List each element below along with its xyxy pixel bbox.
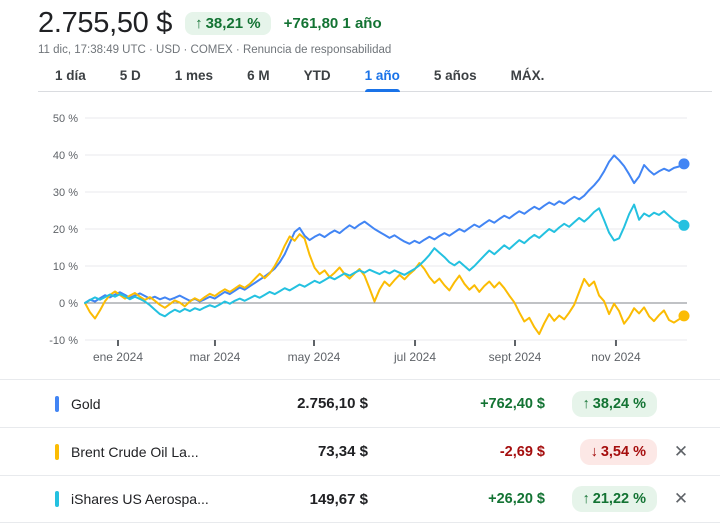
arrow-up-icon: ↑ <box>582 395 590 412</box>
svg-text:0 %: 0 % <box>59 298 78 310</box>
series-price: 2.756,10 $ <box>297 395 368 412</box>
brent-series-marker <box>55 443 59 460</box>
tab-5-years[interactable]: 5 años <box>433 68 477 83</box>
tab-1-month[interactable]: 1 mes <box>174 68 214 83</box>
ishares-series-marker <box>55 491 59 507</box>
gold-series-marker <box>55 395 59 412</box>
series-percent-badge: ↓ 3,54 % <box>579 438 657 465</box>
change-percent-value: 38,21 % <box>205 15 261 32</box>
svg-text:30 %: 30 % <box>53 187 78 199</box>
svg-text:50 %: 50 % <box>53 113 78 125</box>
arrow-down-icon: ↓ <box>590 443 598 460</box>
disclaimer-link[interactable]: Renuncia de responsabilidad <box>242 44 392 56</box>
remove-comparison-button[interactable]: ✕ <box>668 439 694 465</box>
svg-text:-10 %: -10 % <box>49 335 78 347</box>
arrow-up-icon: ↑ <box>195 15 203 32</box>
series-change: +762,40 $ <box>480 395 545 412</box>
chart-area: 50 % 40 % 30 % 20 % 10 % 0 % -10 % ene 2024 mar … <box>0 92 720 377</box>
series-percent-badge: ↑ 21,22 % <box>571 486 657 512</box>
series-change: -2,69 $ <box>499 443 545 460</box>
svg-text:sept 2024: sept 2024 <box>489 350 542 364</box>
series-price: 149,67 $ <box>309 490 368 508</box>
svg-text:10 %: 10 % <box>53 261 78 273</box>
svg-text:nov 2024: nov 2024 <box>591 350 641 364</box>
series-percent-value: 21,22 % <box>592 491 646 507</box>
tab-max[interactable]: MÁX. <box>510 68 545 83</box>
arrow-up-icon: ↑ <box>582 491 590 507</box>
series-name: iShares US Aerospa... <box>71 491 209 507</box>
date-range-tabs: 1 día 5 D 1 mes 6 M YTD 1 año 5 años MÁX… <box>38 62 712 92</box>
svg-text:may 2024: may 2024 <box>288 350 341 364</box>
svg-text:jul 2024: jul 2024 <box>393 350 436 364</box>
series-percent-value: 38,24 % <box>592 395 646 412</box>
tab-1-year[interactable]: 1 año <box>364 62 401 92</box>
svg-text:40 %: 40 % <box>53 150 78 162</box>
current-price: 2.755,50 $ <box>38 7 173 39</box>
price-header: 2.755,50 $ ↑ 38,21 % +761,80 1 año <box>38 7 382 40</box>
legend-row-brent[interactable]: Brent Crude Oil La... 73,34 $ -2,69 $ ↓ … <box>0 427 720 475</box>
svg-text:20 %: 20 % <box>53 224 78 236</box>
quote-meta-info: 11 dic, 17:38:49 UTC · USD · COMEX · <box>38 44 240 56</box>
tab-5-days[interactable]: 5 D <box>119 68 141 83</box>
series-change: +26,20 $ <box>488 491 545 507</box>
tab-1-day[interactable]: 1 día <box>55 68 86 83</box>
remove-comparison-button[interactable]: ✕ <box>668 486 694 512</box>
svg-text:ene 2024: ene 2024 <box>93 350 143 364</box>
price-chart[interactable]: 50 % 40 % 30 % 20 % 10 % 0 % -10 % ene 2024 mar … <box>0 92 720 377</box>
tab-ytd[interactable]: YTD <box>303 68 331 83</box>
series-name: Brent Crude Oil La... <box>71 443 199 460</box>
series-name: Gold <box>71 395 101 412</box>
tab-6-months[interactable]: 6 M <box>247 68 270 83</box>
quote-meta: 11 dic, 17:38:49 UTC · USD · COMEX · Ren… <box>38 44 391 56</box>
series-percent-value: 3,54 % <box>600 443 646 460</box>
series-price: 73,34 $ <box>317 443 368 460</box>
change-percent-badge: ↑ 38,21 % <box>185 12 271 35</box>
legend-row-gold[interactable]: Gold 2.756,10 $ +762,40 $ ↑ 38,24 % <box>0 379 720 427</box>
comparison-table: Gold 2.756,10 $ +762,40 $ ↑ 38,24 % Bren… <box>0 379 720 523</box>
svg-text:mar 2024: mar 2024 <box>190 350 241 364</box>
change-absolute: +761,80 1 año <box>283 15 382 32</box>
series-percent-badge: ↑ 38,24 % <box>571 390 657 417</box>
legend-row-ishares[interactable]: iShares US Aerospa... 149,67 $ +26,20 $ … <box>0 475 720 523</box>
